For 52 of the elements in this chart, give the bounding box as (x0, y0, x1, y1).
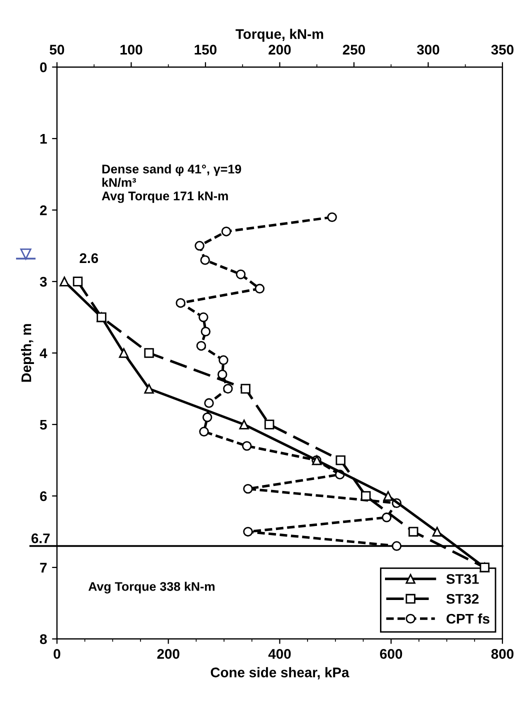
point (199, 426, 209, 436)
point (194, 240, 204, 251)
x2-tick-label: 100 (120, 44, 142, 55)
y-tick-label: 2 (40, 205, 47, 216)
x2-tick-label: 200 (268, 44, 291, 55)
point (202, 412, 212, 422)
x-tick-label: 0 (54, 649, 60, 659)
y-tick-label: 3 (40, 276, 47, 287)
point (327, 212, 337, 222)
point (176, 298, 186, 308)
x2-tick-label: 150 (194, 44, 216, 55)
x-tick-label: 800 (491, 649, 514, 659)
x-tick-label: 200 (157, 649, 180, 659)
y-tick-label: 7 (40, 562, 47, 572)
point (218, 355, 228, 366)
y-tick-label: 4 (40, 348, 48, 358)
y-tick-label: 1 (40, 134, 47, 144)
ref-line-label: 6.7 (32, 533, 50, 544)
point (198, 312, 208, 322)
legend-label: CPT fs (446, 613, 490, 624)
point (221, 226, 232, 236)
legend-label: ST31 (446, 574, 479, 584)
x-tick-label: 400 (268, 649, 291, 659)
x2-tick-label: 300 (416, 44, 440, 55)
point (392, 541, 402, 551)
x-axis-title: Cone side shear, kPa (210, 667, 350, 680)
x2-tick-label: 350 (491, 44, 514, 55)
y-axis-title: Depth, m (21, 324, 34, 382)
point (223, 384, 233, 394)
point (382, 512, 392, 522)
y-tick-label: 6 (40, 491, 47, 502)
x2-axis-title: Torque, kN-m (236, 28, 324, 42)
point (204, 398, 214, 408)
point (236, 270, 246, 280)
annotation: Dense sand φ 41°, γ=19 kN/m³ Avg Torque 171 kN-m (102, 164, 242, 203)
x2-tick-label: 250 (342, 44, 365, 55)
point (196, 340, 206, 351)
y-tick-label: 8 (40, 634, 47, 644)
point (242, 441, 252, 451)
point (243, 526, 253, 537)
x2-tick-label: 50 (50, 44, 64, 55)
annotation: Avg Torque 338 kN-m (88, 582, 214, 594)
point (254, 284, 265, 294)
y-tick-label: 0 (40, 62, 47, 72)
annotation: 2.6 (80, 253, 98, 264)
point (200, 255, 210, 265)
point (200, 326, 211, 336)
x-tick-label: 600 (380, 649, 402, 659)
point (243, 484, 253, 494)
legend-label: ST32 (446, 594, 479, 604)
y-tick-label: 5 (40, 420, 47, 430)
point (218, 370, 228, 380)
